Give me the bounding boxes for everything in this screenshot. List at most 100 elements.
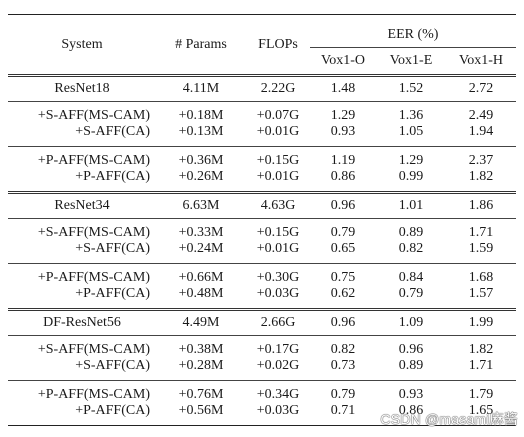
header-vox1-h: Vox1-H bbox=[458, 53, 504, 68]
cell-vox1-o: 0.96 bbox=[310, 192, 376, 219]
cell-vox1-o: 0.62 bbox=[310, 286, 376, 311]
cell-system: +S-AFF(MS-CAM) bbox=[37, 342, 150, 357]
table-row: +S-AFF(MS-CAM) +0.38M +0.17G 0.82 0.96 1.82 bbox=[8, 336, 516, 359]
cell-vox1-h: 1.86 bbox=[446, 192, 516, 219]
cell-vox1-e: 0.96 bbox=[398, 342, 424, 357]
cell-system: +S-AFF(CA) bbox=[8, 358, 156, 381]
cell-vox1-e: 0.79 bbox=[376, 286, 446, 311]
cell-vox1-h: 1.82 bbox=[446, 169, 516, 194]
header-vox1-o: Vox1-O bbox=[320, 53, 366, 68]
cell-flops: +0.17G bbox=[256, 342, 300, 357]
cell-system: +P-AFF(MS-CAM) bbox=[37, 387, 150, 402]
cell-params: +0.24M bbox=[156, 241, 246, 264]
cell-vox1-o: 0.86 bbox=[310, 169, 376, 194]
cell-vox1-o: 0.65 bbox=[310, 241, 376, 264]
table-row: +P-AFF(CA) +0.48M +0.03G 0.62 0.79 1.57 bbox=[8, 286, 516, 311]
table-row-base: ResNet34 6.63M 4.63G 0.96 1.01 1.86 bbox=[8, 192, 516, 219]
cell-flops: 2.22G bbox=[246, 75, 310, 102]
cell-params: 6.63M bbox=[156, 192, 246, 219]
cell-system: +P-AFF(MS-CAM) bbox=[37, 153, 150, 168]
cell-vox1-h: 1.82 bbox=[468, 342, 494, 357]
cell-flops: +0.01G bbox=[246, 124, 310, 147]
cell-vox1-h: 1.94 bbox=[446, 124, 516, 147]
cell-vox1-o: 0.93 bbox=[310, 124, 376, 147]
cell-vox1-h: 1.71 bbox=[446, 358, 516, 381]
table-row: +S-AFF(MS-CAM) +0.33M +0.15G 0.79 0.89 1.71 bbox=[8, 219, 516, 242]
cell-vox1-h: 1.79 bbox=[468, 387, 494, 402]
table-row: +P-AFF(MS-CAM) +0.66M +0.30G 0.75 0.84 1.68 bbox=[8, 264, 516, 287]
cell-vox1-o: 1.19 bbox=[330, 153, 356, 168]
cell-system: +P-AFF(CA) bbox=[8, 169, 156, 194]
header-params: # Params bbox=[175, 36, 227, 52]
cell-vox1-o: 0.75 bbox=[330, 270, 356, 285]
cell-system: +S-AFF(MS-CAM) bbox=[37, 108, 150, 123]
cell-vox1-e: 0.89 bbox=[398, 225, 424, 240]
header-eer-label: EER (%) bbox=[387, 27, 439, 42]
cell-system: +S-AFF(MS-CAM) bbox=[37, 225, 150, 240]
cell-vox1-h: 1.99 bbox=[446, 309, 516, 336]
cell-params: 4.49M bbox=[156, 309, 246, 336]
cell-flops: +0.03G bbox=[246, 286, 310, 311]
header-system: System bbox=[61, 36, 103, 52]
cell-vox1-o: 0.79 bbox=[330, 387, 356, 402]
table-body: ResNet18 4.11M 2.22G 1.48 1.52 2.72 +S-AFF(MS-… bbox=[8, 75, 516, 426]
table-row: +P-AFF(MS-CAM) +0.36M +0.15G 1.19 1.29 2.37 bbox=[8, 147, 516, 170]
cell-system: +S-AFF(CA) bbox=[8, 241, 156, 264]
cell-params: +0.48M bbox=[156, 286, 246, 311]
cell-vox1-h: 1.57 bbox=[446, 286, 516, 311]
cell-system: ResNet34 bbox=[8, 192, 156, 219]
cell-params: +0.66M bbox=[178, 270, 224, 285]
cell-vox1-e: 1.01 bbox=[376, 192, 446, 219]
cell-params: +0.76M bbox=[178, 387, 224, 402]
cell-params: 4.11M bbox=[156, 75, 246, 102]
cell-params: +0.38M bbox=[178, 342, 224, 357]
cell-vox1-e: 1.36 bbox=[398, 108, 424, 123]
results-table-container: System # Params FLOPs EER (%) Vox1-O Vox… bbox=[8, 14, 516, 426]
cell-system: +P-AFF(CA) bbox=[8, 286, 156, 311]
table-row-base: ResNet18 4.11M 2.22G 1.48 1.52 2.72 bbox=[8, 75, 516, 102]
cell-vox1-e: 0.82 bbox=[376, 241, 446, 264]
cell-vox1-e: 1.09 bbox=[376, 309, 446, 336]
cell-vox1-h: 2.72 bbox=[446, 75, 516, 102]
cell-params: +0.36M bbox=[178, 153, 224, 168]
cell-vox1-o: 0.96 bbox=[310, 309, 376, 336]
cell-system: ResNet18 bbox=[8, 75, 156, 102]
cell-params: +0.28M bbox=[156, 358, 246, 381]
cell-flops: +0.07G bbox=[256, 108, 300, 123]
cell-flops: +0.15G bbox=[256, 225, 300, 240]
cell-vox1-h: 2.37 bbox=[468, 153, 494, 168]
cell-vox1-e: 1.52 bbox=[376, 75, 446, 102]
cell-vox1-o: 0.73 bbox=[310, 358, 376, 381]
table-row: +S-AFF(CA) +0.28M +0.02G 0.73 0.89 1.71 bbox=[8, 358, 516, 381]
cell-vox1-o: 0.82 bbox=[330, 342, 356, 357]
cell-flops: +0.02G bbox=[246, 358, 310, 381]
cell-params: +0.26M bbox=[156, 169, 246, 194]
results-table: System # Params FLOPs EER (%) Vox1-O Vox… bbox=[8, 14, 516, 426]
cell-vox1-h: 1.65 bbox=[446, 403, 516, 426]
cell-params: +0.13M bbox=[156, 124, 246, 147]
cell-params: +0.56M bbox=[156, 403, 246, 426]
cell-flops: +0.03G bbox=[246, 403, 310, 426]
table-row: +P-AFF(CA) +0.26M +0.01G 0.86 0.99 1.82 bbox=[8, 169, 516, 194]
cell-params: +0.18M bbox=[178, 108, 224, 123]
cell-flops: 4.63G bbox=[246, 192, 310, 219]
table-row: +P-AFF(CA) +0.56M +0.03G 0.71 0.86 1.65 bbox=[8, 403, 516, 426]
cell-flops: +0.01G bbox=[246, 241, 310, 264]
cell-flops: +0.34G bbox=[256, 387, 300, 402]
cell-vox1-o: 0.71 bbox=[310, 403, 376, 426]
cell-vox1-e: 0.99 bbox=[376, 169, 446, 194]
table-row: +S-AFF(CA) +0.13M +0.01G 0.93 1.05 1.94 bbox=[8, 124, 516, 147]
cell-system: +P-AFF(MS-CAM) bbox=[37, 270, 150, 285]
cell-vox1-h: 1.71 bbox=[468, 225, 494, 240]
cell-vox1-h: 1.59 bbox=[446, 241, 516, 264]
cell-vox1-o: 1.29 bbox=[330, 108, 356, 123]
table-row: +P-AFF(MS-CAM) +0.76M +0.34G 0.79 0.93 1.79 bbox=[8, 381, 516, 404]
cell-vox1-e: 0.93 bbox=[398, 387, 424, 402]
cell-vox1-e: 1.05 bbox=[376, 124, 446, 147]
cell-vox1-h: 1.68 bbox=[468, 270, 494, 285]
cell-flops: +0.01G bbox=[246, 169, 310, 194]
cell-vox1-e: 0.89 bbox=[376, 358, 446, 381]
cell-system: +P-AFF(CA) bbox=[8, 403, 156, 426]
table-row: +S-AFF(CA) +0.24M +0.01G 0.65 0.82 1.59 bbox=[8, 241, 516, 264]
header-vox1-e: Vox1-E bbox=[389, 53, 433, 68]
